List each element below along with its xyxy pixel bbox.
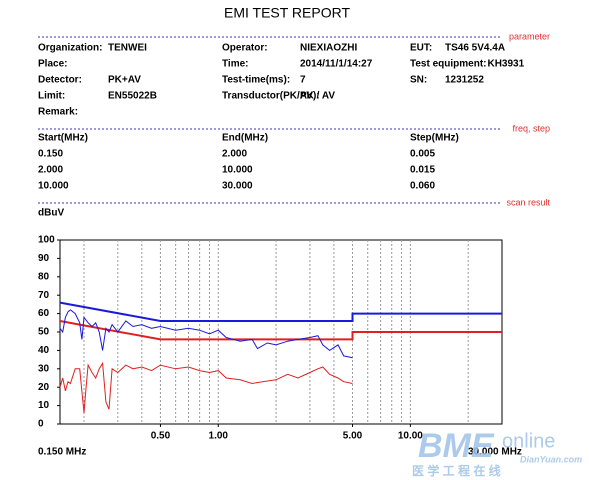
table-cell: 10.000 xyxy=(222,165,253,176)
y-tick-label: 20 xyxy=(38,382,50,393)
field-value: PK+AV xyxy=(108,75,141,86)
report-title: EMI TEST REPORT xyxy=(224,5,350,21)
table-cell: 0.015 xyxy=(410,165,435,176)
x-tick-label: 1.00 xyxy=(209,431,229,442)
y-tick-label: 100 xyxy=(38,235,55,246)
field-value: TS46 5V4.4A xyxy=(445,43,505,54)
section-heading: freq, step xyxy=(512,123,550,133)
field-value: NIEXIAOZHI xyxy=(300,43,357,54)
section-heading: scan result xyxy=(506,197,550,207)
series-line xyxy=(59,361,353,414)
y-tick-label: 40 xyxy=(38,345,50,356)
table-cell: 0.005 xyxy=(410,149,435,160)
table-cell: 0.060 xyxy=(410,181,435,192)
y-tick-label: 90 xyxy=(38,253,50,264)
y-tick-label: 30 xyxy=(38,363,50,374)
series-line xyxy=(59,320,502,341)
column-header: End(MHz) xyxy=(222,133,268,144)
y-tick-label: 50 xyxy=(38,327,50,338)
table-cell: 2.000 xyxy=(38,165,63,176)
section-heading: parameter xyxy=(509,31,550,41)
x-tick-label: 10.00 xyxy=(398,431,423,442)
watermark: DianYuan.com xyxy=(520,454,582,464)
field-label: Remark: xyxy=(38,107,78,118)
column-header: Step(MHz) xyxy=(410,133,459,144)
field-value: KH3931 xyxy=(487,59,524,70)
watermark: online xyxy=(502,430,555,452)
field-label: Time: xyxy=(222,59,249,70)
field-value: 1231252 xyxy=(445,75,484,86)
y-tick-label: 0 xyxy=(38,419,44,430)
field-label: Test equipment: xyxy=(410,59,486,70)
watermark: BME xyxy=(418,427,495,465)
y-tick-label: 10 xyxy=(38,400,50,411)
x-tick-label: 5.00 xyxy=(343,431,363,442)
field-label: EUT: xyxy=(410,43,432,54)
field-label: Transductor(PK/AV): xyxy=(222,91,320,102)
x-start-label: 0.150 MHz xyxy=(38,447,86,458)
table-cell: 2.000 xyxy=(222,149,247,160)
y-axis-label: dBuV xyxy=(38,208,64,219)
field-label: Operator: xyxy=(222,43,268,54)
field-label: Detector: xyxy=(38,75,82,86)
field-label: SN: xyxy=(410,75,427,86)
field-label: Limit: xyxy=(38,91,65,102)
field-label: Test-time(ms): xyxy=(222,75,290,86)
table-cell: 10.000 xyxy=(38,181,69,192)
field-value: EN55022B xyxy=(108,91,157,102)
y-tick-label: 70 xyxy=(38,290,50,301)
x-end-label: 30.000 MHz xyxy=(468,447,522,458)
field-value: 2014/11/1/14:27 xyxy=(300,59,373,70)
field-value: 7 xyxy=(300,75,306,86)
table-cell: 0.150 xyxy=(38,149,63,160)
field-label: Organization: xyxy=(38,43,102,54)
series-line xyxy=(59,309,353,359)
field-value: TENWEI xyxy=(108,43,147,54)
x-tick-label: 0.50 xyxy=(151,431,171,442)
table-cell: 30.000 xyxy=(222,181,253,192)
column-header: Start(MHz) xyxy=(38,133,88,144)
field-value: PK / AV xyxy=(300,91,335,102)
watermark: 医 学 工 程 在 线 xyxy=(412,463,501,478)
y-tick-label: 60 xyxy=(38,308,50,319)
y-tick-label: 80 xyxy=(38,271,50,282)
series-line xyxy=(59,301,502,322)
field-label: Place: xyxy=(38,59,67,70)
